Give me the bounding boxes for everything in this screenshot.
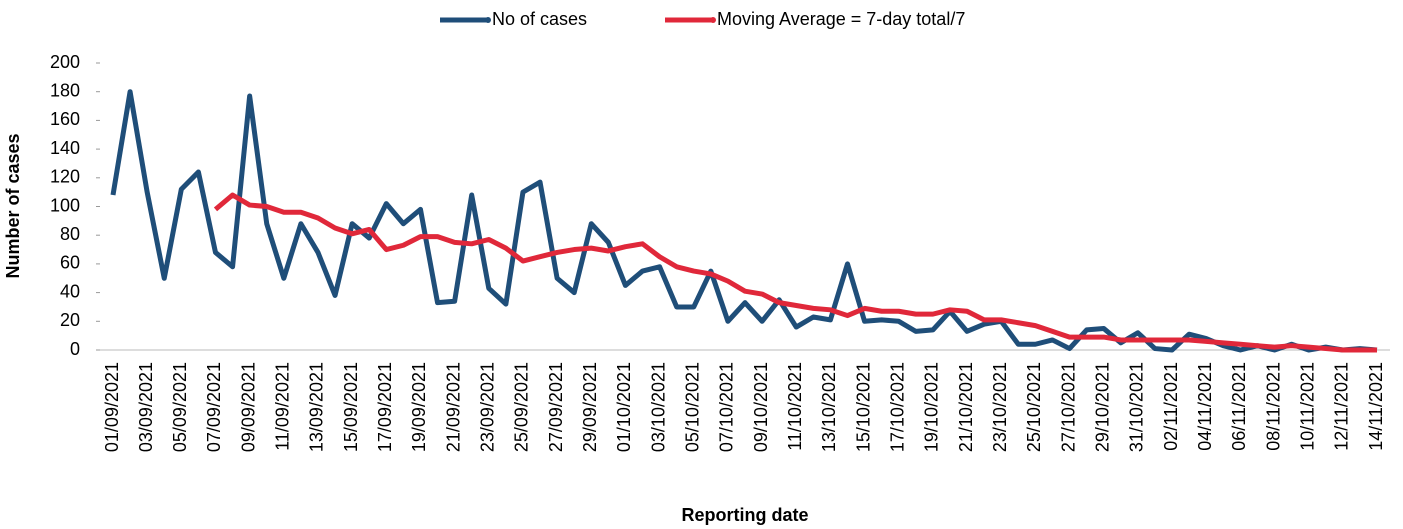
- x-tick-label: 08/11/2021: [1263, 362, 1283, 451]
- x-tick-label: 15/10/2021: [853, 362, 873, 452]
- x-tick-label: 03/10/2021: [648, 362, 668, 452]
- x-tick-label: 11/09/2021: [273, 362, 293, 451]
- x-tick-label: 14/11/2021: [1366, 362, 1386, 451]
- x-tick-label: 13/09/2021: [307, 362, 327, 452]
- y-tick-label: 200: [50, 52, 80, 72]
- y-tick-label: 140: [50, 138, 80, 158]
- x-tick-label: 10/11/2021: [1297, 362, 1317, 451]
- y-tick-label: 160: [50, 109, 80, 129]
- x-tick-label: 25/10/2021: [1024, 362, 1044, 452]
- x-tick-label: 17/10/2021: [887, 362, 907, 452]
- x-tick-label: 25/09/2021: [512, 362, 532, 452]
- legend-marker: [710, 17, 716, 23]
- x-tick-label: 07/10/2021: [717, 362, 737, 452]
- x-tick-label: 15/09/2021: [341, 362, 361, 452]
- x-tick-label: 23/10/2021: [990, 362, 1010, 452]
- x-tick-label: 04/11/2021: [1195, 362, 1215, 451]
- x-tick-label: 29/09/2021: [580, 362, 600, 452]
- x-tick-label: 03/09/2021: [136, 362, 156, 452]
- x-tick-label: 06/11/2021: [1229, 362, 1249, 451]
- y-tick-label: 180: [50, 80, 80, 100]
- x-tick-label: 02/11/2021: [1161, 362, 1181, 451]
- x-tick-label: 07/09/2021: [204, 362, 224, 452]
- x-tick-label: 21/09/2021: [443, 362, 463, 452]
- x-axis-label: Reporting date: [681, 505, 808, 525]
- x-tick-label: 23/09/2021: [478, 362, 498, 452]
- y-tick-label: 20: [60, 310, 80, 330]
- legend-marker: [485, 17, 491, 23]
- series-line: [213, 192, 1377, 353]
- x-tick-label: 09/09/2021: [238, 362, 258, 452]
- y-tick-label: 0: [70, 339, 80, 359]
- y-tick-label: 40: [60, 281, 80, 301]
- x-tick-label: 01/10/2021: [614, 362, 634, 452]
- series-line: [110, 89, 1378, 353]
- x-tick-label: 21/10/2021: [956, 362, 976, 452]
- y-tick-label: 60: [60, 253, 80, 273]
- x-tick-label: 11/10/2021: [785, 362, 805, 451]
- legend-label: Moving Average = 7-day total/7: [717, 9, 965, 29]
- x-tick-label: 27/09/2021: [546, 362, 566, 452]
- y-axis-label: Number of cases: [3, 133, 23, 278]
- x-tick-label: 05/09/2021: [170, 362, 190, 452]
- x-tick-label: 19/09/2021: [409, 362, 429, 452]
- x-tick-label: 13/10/2021: [819, 362, 839, 452]
- x-tick-label: 31/10/2021: [1127, 362, 1147, 452]
- x-tick-label: 01/09/2021: [102, 362, 122, 452]
- x-tick-label: 09/10/2021: [751, 362, 771, 452]
- y-tick-label: 80: [60, 224, 80, 244]
- x-tick-label: 27/10/2021: [1058, 362, 1078, 452]
- x-tick-label: 19/10/2021: [922, 362, 942, 452]
- x-tick-label: 29/10/2021: [1092, 362, 1112, 452]
- x-tick-label: 12/11/2021: [1332, 362, 1352, 451]
- x-tick-label: 17/09/2021: [375, 362, 395, 452]
- y-tick-label: 120: [50, 167, 80, 187]
- x-tick-label: 05/10/2021: [683, 362, 703, 452]
- legend-label: No of cases: [492, 9, 587, 29]
- y-tick-label: 100: [50, 195, 80, 215]
